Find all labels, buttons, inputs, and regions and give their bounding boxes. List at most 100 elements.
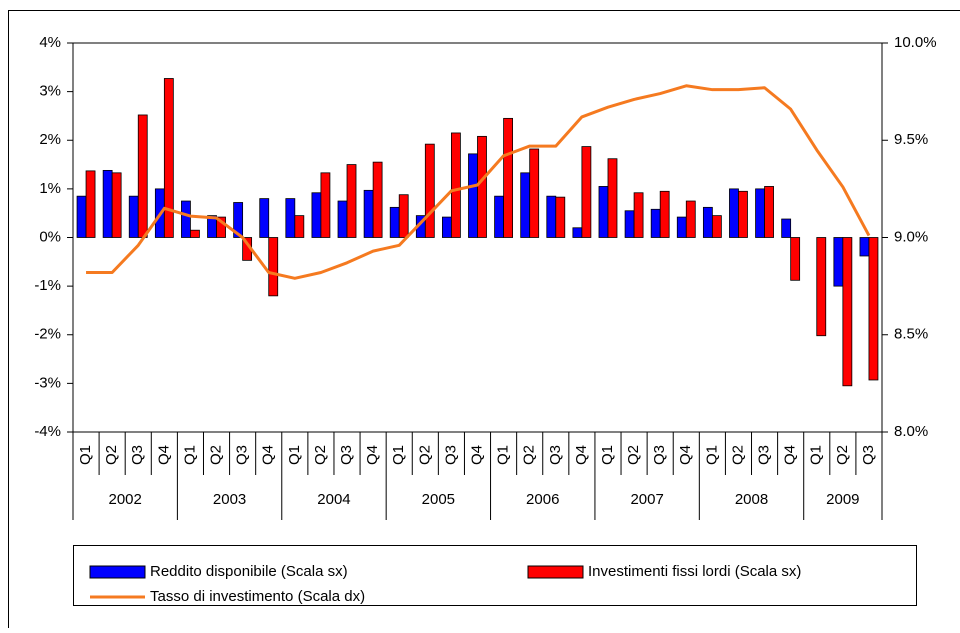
bar — [312, 193, 321, 238]
x-tick-label: Q3 — [129, 445, 146, 465]
bar — [373, 162, 382, 237]
bar — [338, 201, 347, 237]
y-tick-label: -3% — [34, 374, 61, 391]
x-tick-label: Q3 — [234, 445, 251, 465]
bar — [286, 199, 295, 238]
bar — [451, 133, 460, 238]
bar — [77, 196, 86, 237]
x-tick-label: Q1 — [77, 445, 94, 465]
x-tick-label: Q1 — [599, 445, 616, 465]
bar — [677, 217, 686, 237]
x-tick-label: Q2 — [834, 445, 851, 465]
bar — [164, 78, 173, 237]
bar — [469, 154, 478, 238]
x-tick-label: Q3 — [860, 445, 877, 465]
bar — [390, 207, 399, 237]
x-tick-label: Q4 — [573, 445, 590, 465]
x-tick-label: Q2 — [729, 445, 746, 465]
bar — [869, 238, 878, 380]
bar — [129, 196, 138, 237]
bar — [651, 209, 660, 237]
y-tick-label: 2% — [39, 131, 61, 148]
bar — [547, 196, 556, 237]
bar — [269, 238, 278, 296]
x-tick-label: Q3 — [756, 445, 773, 465]
y-tick-label: 1% — [39, 180, 61, 197]
x-tick-label: Q1 — [181, 445, 198, 465]
bar — [660, 191, 669, 237]
x-tick-label: Q3 — [442, 445, 459, 465]
y-tick-label: -4% — [34, 423, 61, 440]
legend-label: Tasso di investimento (Scala dx) — [150, 588, 365, 605]
bar — [112, 173, 121, 238]
x-tick-label: Q4 — [677, 445, 694, 465]
bar — [765, 186, 774, 237]
x-group-label: 2008 — [735, 491, 768, 508]
y-tick-label: -2% — [34, 326, 61, 343]
x-group-label: 2003 — [213, 491, 246, 508]
bar — [756, 189, 765, 238]
bar — [321, 173, 330, 238]
bar — [181, 201, 190, 237]
bar — [103, 170, 112, 237]
bar — [364, 190, 373, 237]
bar — [860, 238, 869, 256]
x-tick-label: Q1 — [808, 445, 825, 465]
x-tick-label: Q2 — [103, 445, 120, 465]
x-tick-label: Q3 — [651, 445, 668, 465]
bar — [504, 118, 513, 237]
x-tick-label: Q4 — [468, 445, 485, 465]
x-tick-label: Q1 — [703, 445, 720, 465]
bar — [573, 228, 582, 238]
x-tick-label: Q2 — [521, 445, 538, 465]
bar — [634, 193, 643, 238]
x-tick-label: Q4 — [782, 445, 799, 465]
x-tick-label: Q4 — [260, 445, 277, 465]
y2-tick-label: 9.0% — [894, 228, 928, 245]
x-tick-label: Q2 — [208, 445, 225, 465]
x-tick-label: Q1 — [495, 445, 512, 465]
y-tick-label: 0% — [39, 228, 61, 245]
bar — [425, 144, 434, 237]
legend-label: Investimenti fissi lordi (Scala sx) — [588, 563, 801, 580]
bar — [442, 217, 451, 237]
x-tick-label: Q1 — [286, 445, 303, 465]
x-tick-label: Q4 — [364, 445, 381, 465]
x-tick-label: Q4 — [155, 445, 172, 465]
x-tick-label: Q3 — [338, 445, 355, 465]
x-group-label: 2009 — [826, 491, 859, 508]
x-tick-label: Q1 — [390, 445, 407, 465]
bar — [843, 238, 852, 386]
bar — [712, 216, 721, 238]
bar — [478, 136, 487, 237]
x-group-label: 2006 — [526, 491, 559, 508]
bar — [782, 219, 791, 237]
x-group-label: 2005 — [422, 491, 455, 508]
bar — [556, 197, 565, 237]
x-tick-label: Q2 — [312, 445, 329, 465]
y-tick-label: 4% — [39, 34, 61, 51]
bar — [138, 115, 147, 238]
legend-swatch — [528, 566, 583, 578]
bar — [295, 216, 304, 238]
bar — [582, 147, 591, 238]
bar — [686, 201, 695, 237]
x-group-label: 2002 — [109, 491, 142, 508]
legend-label: Reddito disponibile (Scala sx) — [150, 563, 348, 580]
y2-tick-label: 9.5% — [894, 131, 928, 148]
x-tick-label: Q2 — [416, 445, 433, 465]
bar — [738, 191, 747, 237]
bar — [495, 196, 504, 237]
x-tick-label: Q3 — [547, 445, 564, 465]
bar — [347, 165, 356, 238]
bar — [190, 230, 199, 237]
x-group-label: 2007 — [630, 491, 663, 508]
bar — [530, 149, 539, 237]
bar — [729, 189, 738, 238]
x-group-label: 2004 — [317, 491, 350, 508]
y-tick-label: -1% — [34, 277, 61, 294]
bar — [817, 238, 826, 336]
bar — [608, 159, 617, 238]
